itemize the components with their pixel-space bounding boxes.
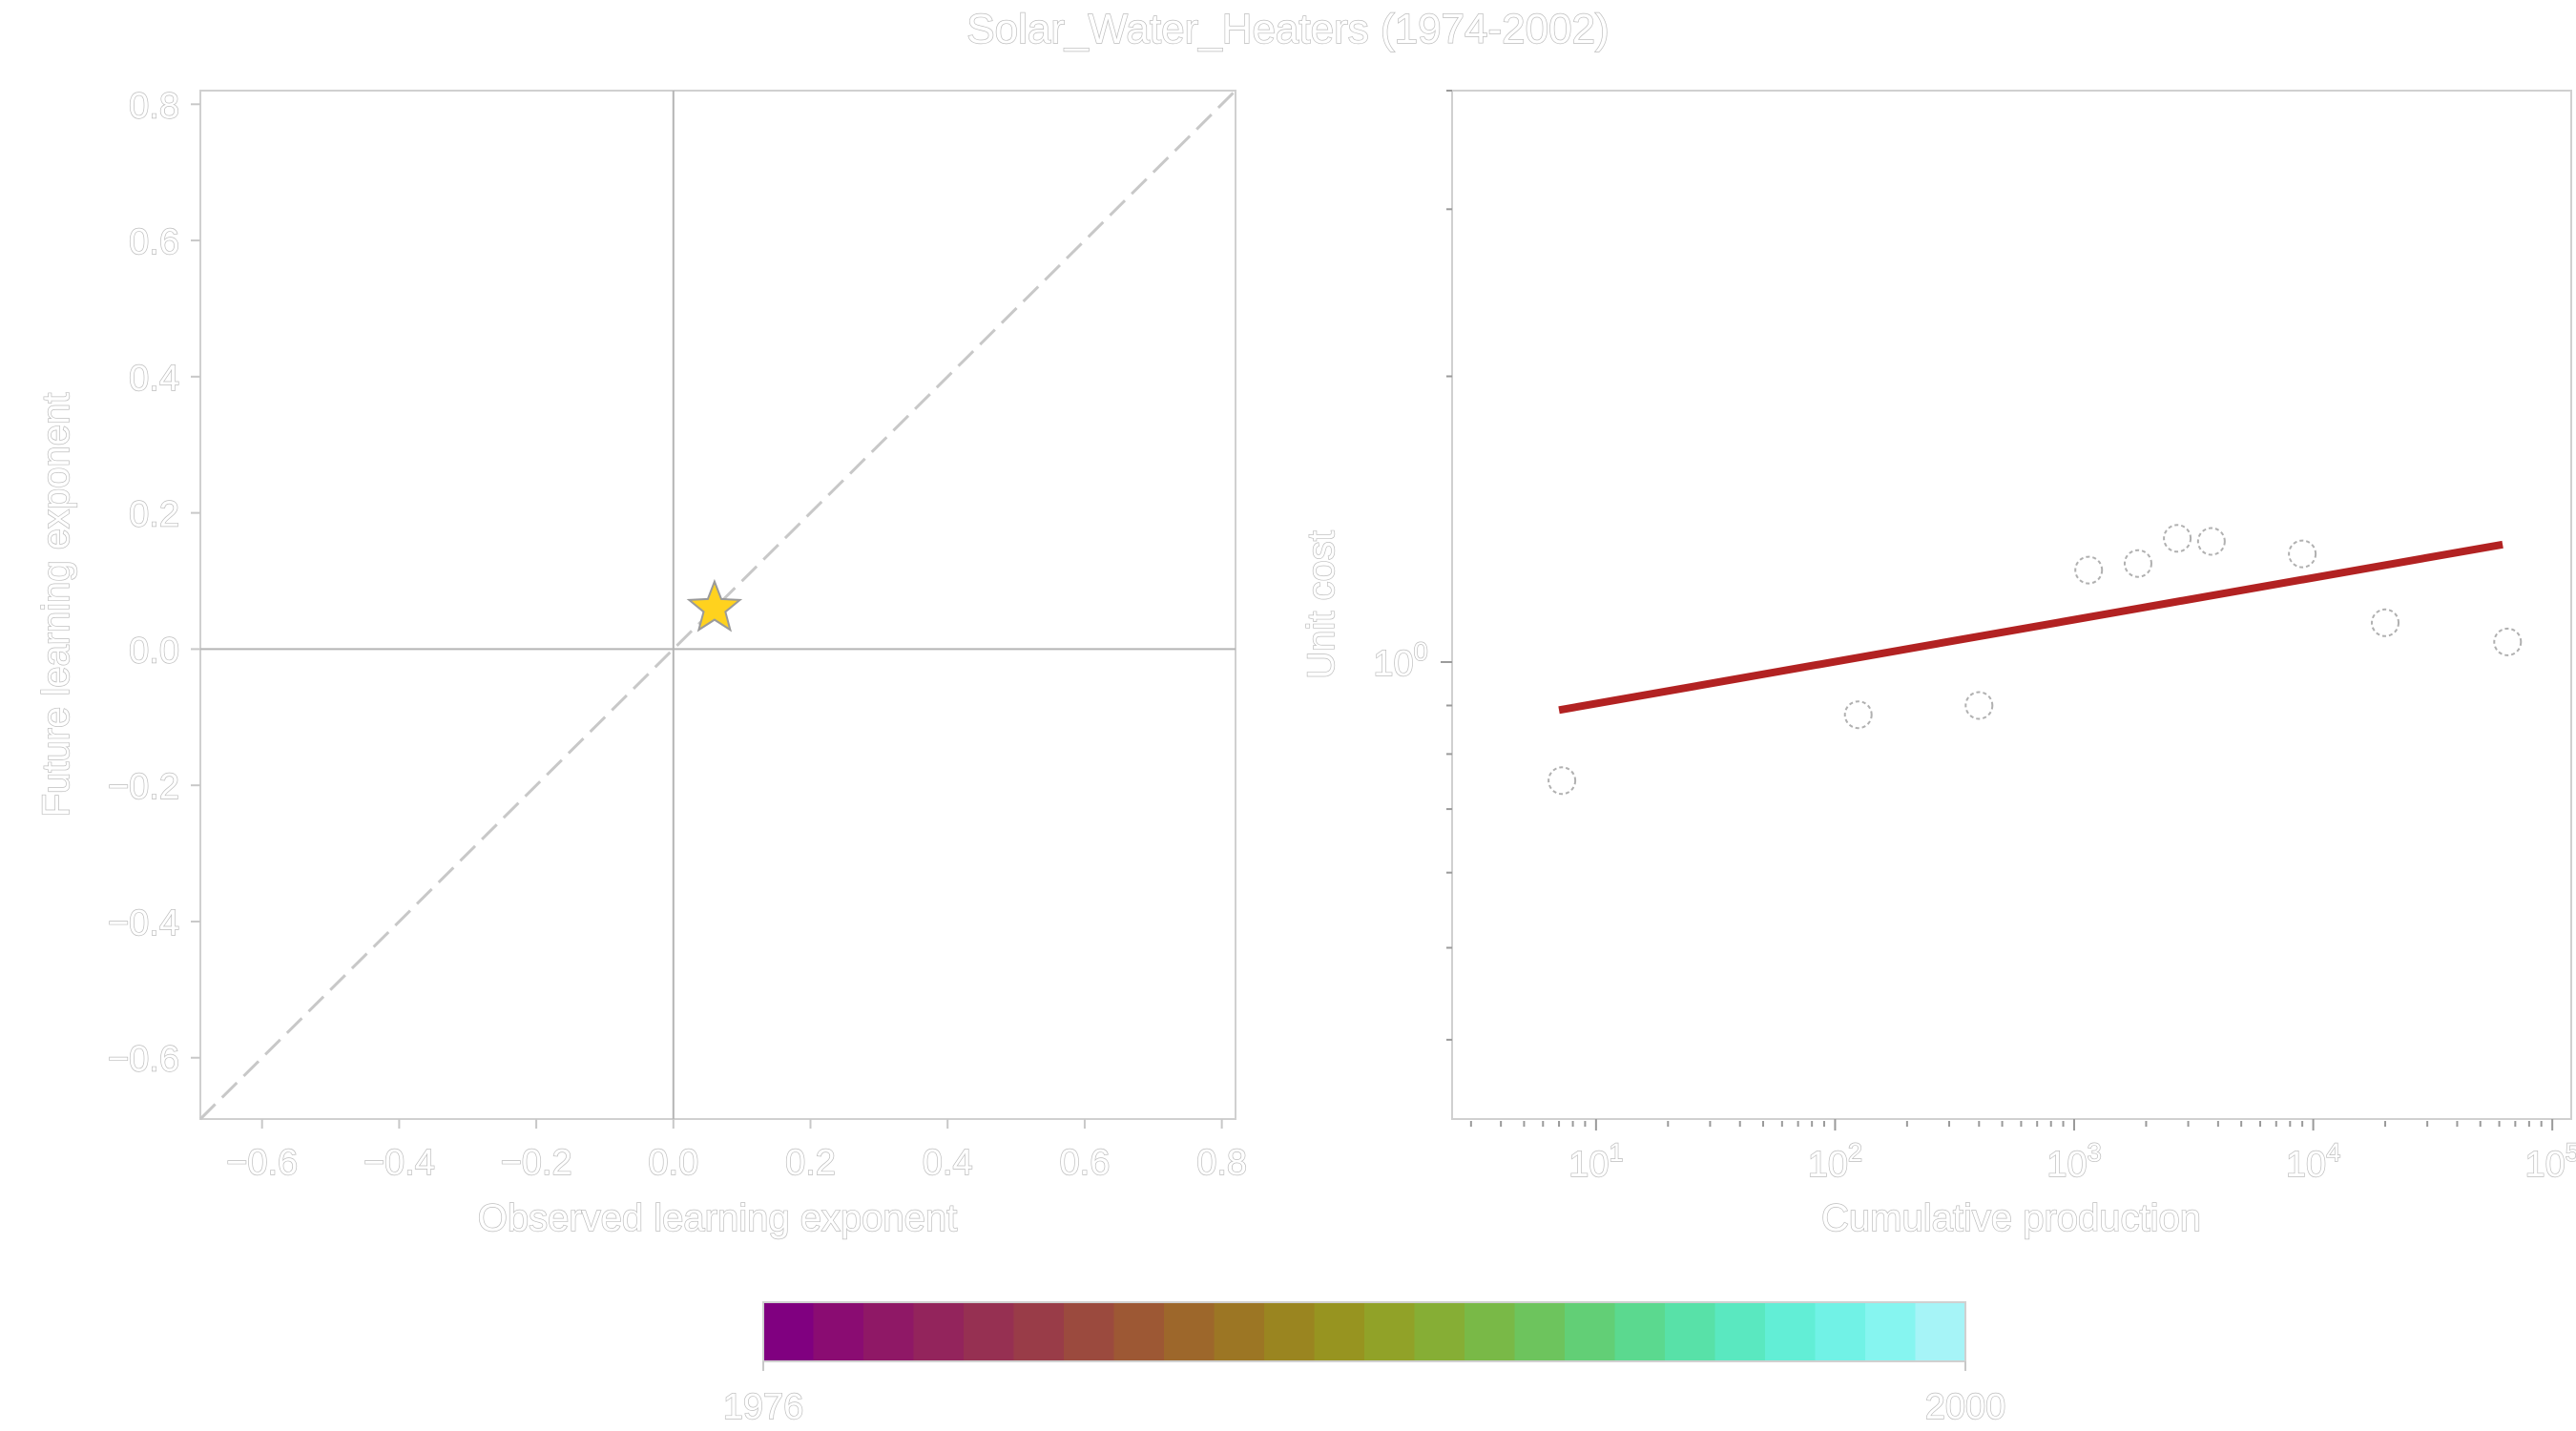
colorbar-cell [1414, 1302, 1465, 1361]
experience-curve-fit-line [1558, 540, 2503, 715]
right-points [1548, 524, 2523, 796]
right-y-axis-label: Unit cost [1300, 530, 1342, 679]
colorbar-cell [1264, 1302, 1316, 1361]
cost-data-point [1843, 700, 1873, 730]
left-x-tick-label: 0.0 [648, 1143, 698, 1183]
colorbar-cell [1665, 1302, 1716, 1361]
colorbar-cell [763, 1302, 815, 1361]
left-x-tick-label: −0.2 [501, 1143, 572, 1183]
left-y-tick-label: −0.2 [108, 767, 179, 807]
right-y-ticks: 100 [1373, 90, 1452, 1041]
colorbar-cell [1765, 1302, 1817, 1361]
left-x-tick-label: 0.6 [1060, 1143, 1111, 1183]
right-x-tick-label: 101 [1568, 1138, 1623, 1185]
cost-data-point [2371, 608, 2400, 637]
colorbar-cell [913, 1302, 965, 1361]
left-y-tick-label: −0.4 [108, 903, 179, 944]
right-fit-line-group [1558, 540, 2503, 715]
left-y-tick-label: −0.6 [108, 1040, 179, 1080]
right-scatter-panel: 101 102 103 104 105 100 Cumulative productio… [1299, 90, 2576, 1240]
colorbar-frame [762, 1301, 1966, 1362]
left-y-tick-label: 0.0 [129, 631, 179, 671]
cost-data-point [2163, 524, 2192, 553]
left-x-tick-label: 0.8 [1196, 1143, 1247, 1183]
left-x-tick-label: 0.2 [785, 1143, 836, 1183]
colorbar-cell [863, 1302, 915, 1361]
cost-data-point [2288, 539, 2317, 569]
colorbar-cell [1364, 1302, 1416, 1361]
cost-data-point [1548, 766, 1577, 796]
colorbar-max-label: 2000 [1925, 1387, 2006, 1427]
colorbar-cell [813, 1302, 864, 1361]
left-scatter-panel: −0.6 −0.4 −0.2 0.0 0.2 0.4 0.6 0.8 −0.6 −0.4 −0.2… [34, 86, 1248, 1240]
right-plot-frame [1451, 90, 2572, 1120]
left-y-tick-label: 0.4 [129, 359, 179, 399]
left-x-tick-label: −0.6 [226, 1143, 298, 1183]
colorbar-cell [1614, 1302, 1666, 1361]
cost-data-point [2493, 627, 2523, 656]
left-y-tick-label: 0.2 [129, 495, 179, 535]
right-x-tick-label: 103 [2046, 1138, 2101, 1185]
left-y-ticks: −0.6 −0.4 −0.2 0.0 0.2 0.4 0.6 0.8 [107, 86, 200, 1080]
colorbar-cell [1565, 1302, 1616, 1361]
colorbar-cell [1915, 1302, 1966, 1361]
colorbar-min-label: 1976 [723, 1387, 804, 1427]
colorbar-cell [964, 1302, 1015, 1361]
colorbar-cell [1465, 1302, 1516, 1361]
observed-future-star-marker [686, 578, 743, 633]
cost-data-point [2074, 555, 2104, 585]
left-points [686, 578, 743, 633]
left-reference-lines [198, 89, 1237, 1121]
year-colorbar: 1976 2000 [722, 1301, 2006, 1428]
left-x-ticks: −0.6 −0.4 −0.2 0.0 0.2 0.4 0.6 0.8 [225, 1119, 1248, 1184]
left-y-tick-label: 0.8 [129, 86, 179, 126]
right-x-tick-label: 104 [2286, 1138, 2340, 1185]
chart-title: Solar_Water_Heaters (1974-2002) [966, 6, 1609, 52]
colorbar-cells [763, 1302, 1966, 1361]
colorbar-cell [1013, 1302, 1065, 1361]
colorbar-cell [1865, 1302, 1917, 1361]
colorbar-cell [1314, 1302, 1365, 1361]
left-plot-frame [199, 90, 1236, 1120]
colorbar-cell [1064, 1302, 1115, 1361]
right-x-tick-label: 105 [2525, 1138, 2576, 1185]
right-x-tick-label: 102 [1808, 1138, 1862, 1185]
colorbar-cell [1164, 1302, 1215, 1361]
colorbar-cell [1514, 1302, 1566, 1361]
right-y-tick-label: 100 [1373, 637, 1427, 684]
colorbar-cell [1714, 1302, 1766, 1361]
left-x-tick-label: 0.4 [923, 1143, 973, 1183]
cost-data-point [2196, 527, 2226, 556]
colorbar-cell [1214, 1302, 1265, 1361]
colorbar-cell [1815, 1302, 1866, 1361]
cost-data-point [1964, 691, 1994, 720]
cost-data-point [2123, 549, 2152, 578]
left-y-axis-label: Future learning exponent [35, 393, 77, 818]
right-x-ticks: 101 102 103 104 105 [1469, 1119, 2576, 1186]
left-y-tick-label: 0.6 [129, 222, 179, 262]
left-x-axis-label: Observed learning exponent [478, 1197, 958, 1239]
left-x-tick-label: −0.4 [364, 1143, 435, 1183]
right-x-axis-label: Cumulative production [1821, 1197, 2201, 1239]
colorbar-cell [1113, 1302, 1165, 1361]
